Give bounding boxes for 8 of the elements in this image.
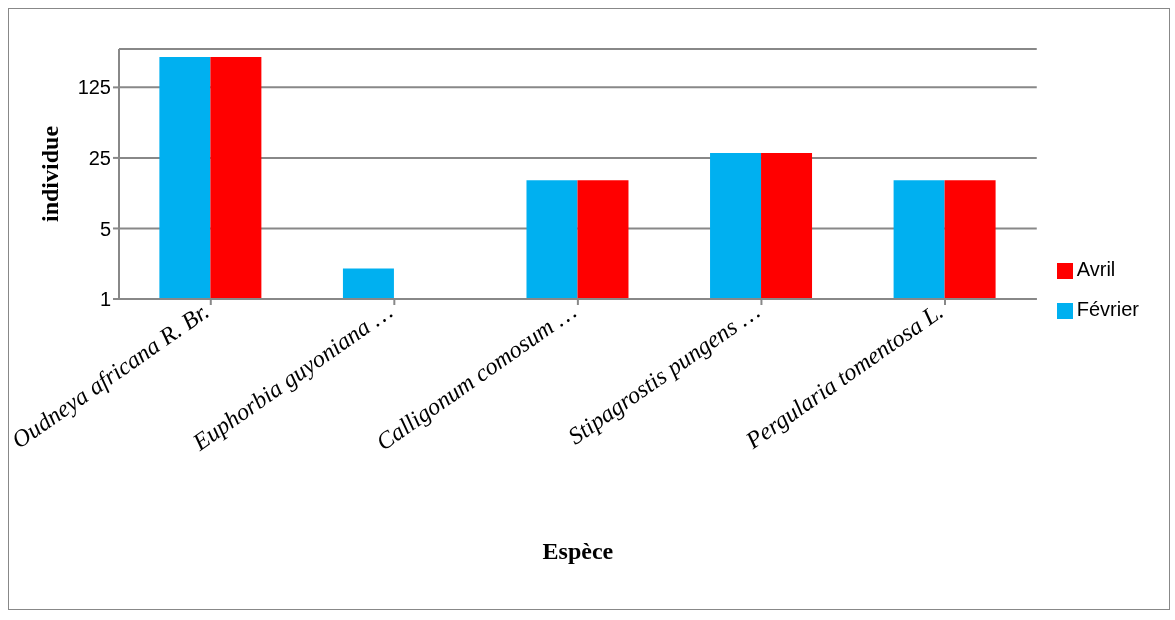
y-tick-label: 25 [88,147,111,170]
y-tick-label: 125 [77,76,111,99]
legend-label: Avril [1076,258,1116,280]
legend-label: Février [1076,298,1139,320]
y-tick-label: 5 [99,217,111,240]
x-axis-title: Espèce [542,538,614,564]
y-tick-label: 1 [99,288,111,311]
y-axis-title: individue [36,125,63,223]
